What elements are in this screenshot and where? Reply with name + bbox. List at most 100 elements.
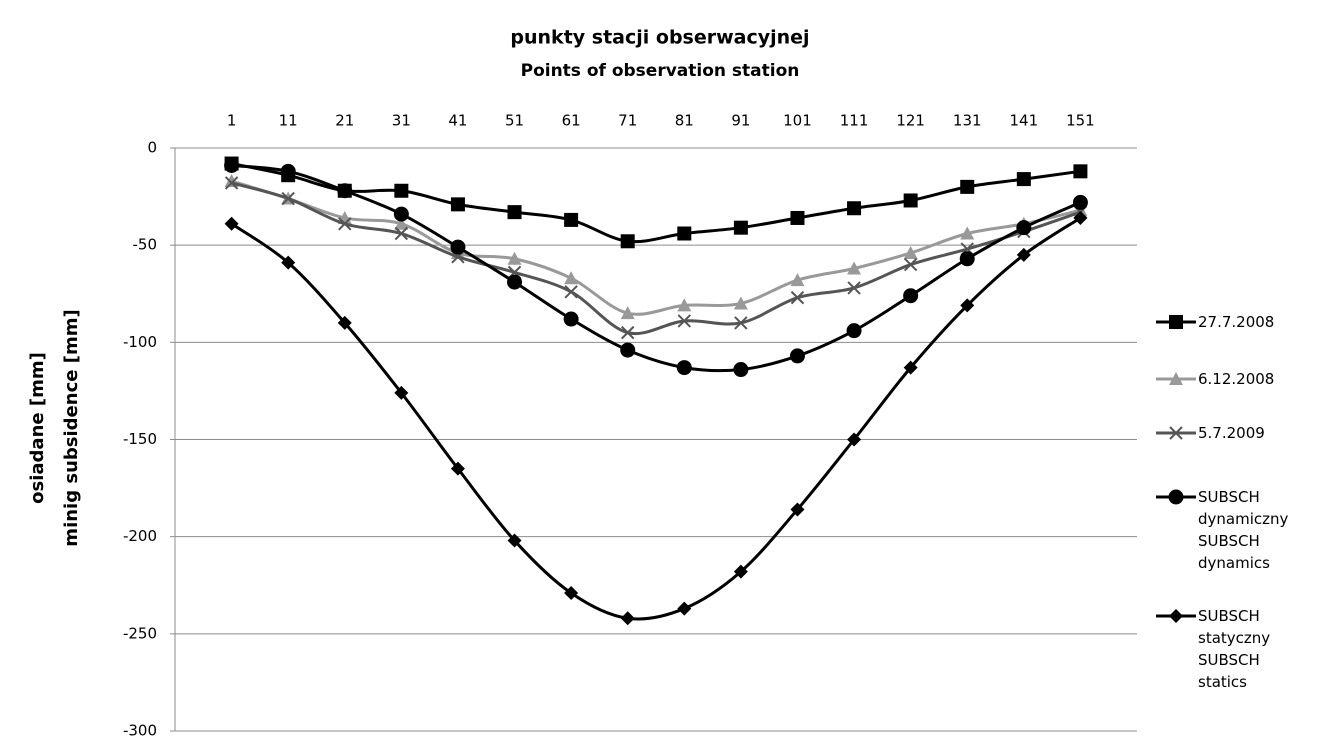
- marker: [903, 288, 919, 304]
- x-tick-label: 1: [227, 112, 237, 130]
- series-line: [230, 216, 1082, 621]
- series-line: [231, 179, 1081, 316]
- marker: [507, 251, 522, 265]
- marker: [1169, 315, 1183, 329]
- legend-swatch: [1156, 315, 1196, 329]
- marker: [620, 234, 635, 249]
- marker: [733, 296, 748, 310]
- legend-swatch: [1156, 489, 1196, 505]
- x-tick-label: 101: [783, 112, 812, 130]
- marker: [224, 157, 240, 173]
- marker: [677, 601, 692, 616]
- legend-label: 5.7.2009: [1198, 424, 1265, 442]
- marker: [450, 239, 466, 255]
- x-tick-label: 151: [1066, 112, 1095, 130]
- marker: [281, 191, 295, 206]
- y-tick-label: -300: [123, 722, 157, 740]
- marker: [507, 274, 523, 290]
- x-tick-label: 61: [562, 112, 581, 130]
- y-axis-title: osiadane [mm]: [27, 352, 48, 504]
- x-tick-label: 121: [896, 112, 925, 130]
- marker: [960, 298, 975, 313]
- x-axis-subtitle: Points of observation station: [521, 61, 800, 81]
- marker: [790, 290, 805, 305]
- marker: [450, 461, 465, 476]
- y-tick-label: 0: [147, 139, 157, 157]
- marker: [790, 210, 805, 225]
- marker: [676, 360, 692, 376]
- legend-swatch: [1156, 426, 1196, 440]
- legend-entry: 27.7.2008: [1152, 311, 1312, 333]
- marker: [733, 220, 748, 235]
- series-line: [231, 163, 1082, 373]
- marker: [1016, 247, 1031, 262]
- marker: [281, 255, 296, 270]
- legend-label: SUBSCH dynamiczny SUBSCH dynamics: [1198, 488, 1289, 572]
- legend-entry: SUBSCH dynamiczny SUBSCH dynamics: [1152, 486, 1312, 574]
- marker: [959, 251, 975, 267]
- marker: [1016, 172, 1031, 187]
- marker: [847, 432, 862, 447]
- marker: [394, 226, 409, 241]
- x-tick-label: 131: [953, 112, 982, 130]
- marker: [960, 179, 975, 194]
- marker: [564, 285, 578, 299]
- marker: [789, 348, 805, 364]
- marker: [677, 298, 692, 312]
- y-tick-label: -150: [123, 430, 157, 448]
- y-tick-label: -250: [123, 624, 157, 642]
- marker: [563, 311, 579, 327]
- marker: [677, 314, 692, 328]
- marker: [507, 205, 522, 220]
- x-tick-label: 21: [335, 112, 354, 130]
- y-axis-title-group: osiadane [mm] minig subsidence [mm]: [27, 309, 82, 546]
- marker: [280, 163, 296, 179]
- marker: [1073, 210, 1088, 225]
- marker: [394, 385, 409, 400]
- marker: [1169, 372, 1183, 385]
- marker: [620, 611, 635, 626]
- marker: [450, 197, 465, 212]
- marker: [847, 261, 862, 275]
- marker: [620, 306, 635, 320]
- x-tick-label: 41: [448, 112, 467, 130]
- marker: [847, 281, 861, 295]
- x-tick-label: 141: [1010, 112, 1039, 130]
- marker: [1073, 164, 1088, 179]
- marker: [394, 216, 409, 230]
- marker: [733, 564, 748, 579]
- marker: [1168, 489, 1184, 505]
- marker: [677, 226, 692, 241]
- marker: [224, 216, 239, 231]
- y-axis-subtitle: minig subsidence [mm]: [61, 309, 82, 546]
- x-tick-label: 71: [618, 112, 637, 130]
- marker: [338, 217, 352, 231]
- legend-swatch: [1156, 372, 1196, 385]
- legend-entry: SUBSCH statyczny SUBSCH statics: [1152, 605, 1312, 693]
- legend-entry: 5.7.2009: [1152, 422, 1312, 444]
- x-tick-label: 91: [731, 112, 750, 130]
- x-tick-label: 11: [279, 112, 298, 130]
- legend-entry: 6.12.2008: [1152, 368, 1312, 390]
- marker: [1169, 426, 1183, 440]
- marker: [1169, 609, 1183, 623]
- marker: [1072, 194, 1088, 210]
- x-tick-label: 81: [675, 112, 694, 130]
- x-tick-label: 51: [505, 112, 524, 130]
- legend-label: 27.7.2008: [1198, 313, 1275, 331]
- marker: [224, 176, 239, 190]
- marker: [790, 502, 805, 517]
- series-line: [231, 181, 1081, 336]
- marker: [903, 257, 918, 272]
- legend-label: 6.12.2008: [1198, 370, 1275, 388]
- marker: [734, 316, 748, 330]
- marker: [507, 533, 522, 548]
- marker: [393, 206, 409, 222]
- marker: [733, 362, 749, 378]
- y-tick-label: -50: [133, 236, 158, 254]
- marker: [564, 212, 579, 227]
- x-axis-title: punkty stacji obserwacyjnej: [510, 27, 809, 49]
- legend-swatch: [1156, 609, 1196, 623]
